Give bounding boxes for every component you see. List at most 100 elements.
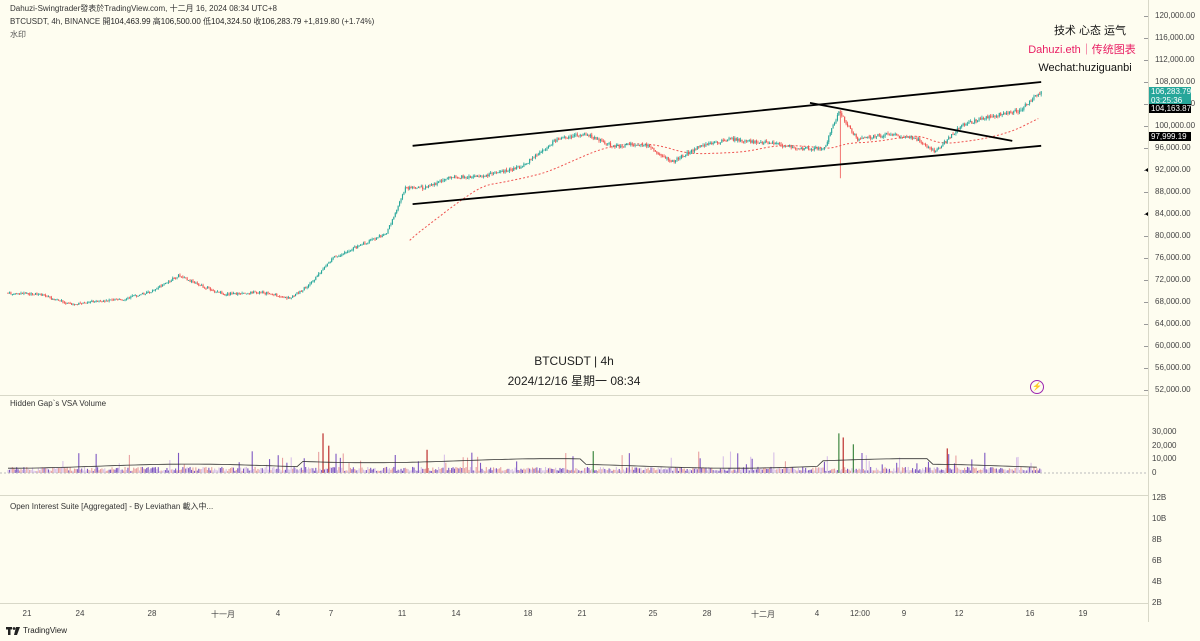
volume-bar (711, 467, 713, 473)
volume-bar (189, 466, 191, 473)
candle-body (251, 291, 253, 294)
volume-bar (198, 468, 200, 473)
candle-body (615, 145, 617, 148)
candle-body (948, 137, 950, 140)
candle-body (998, 113, 1000, 117)
candle-body (777, 143, 779, 144)
candle-body (308, 285, 310, 288)
volume-bar (777, 467, 779, 473)
candle-body (47, 296, 50, 298)
candle-body (13, 294, 15, 295)
volume-bar (277, 455, 279, 473)
volume-indicator-title[interactable]: Hidden Gap`s VSA Volume (10, 399, 107, 408)
candle-body (663, 155, 665, 158)
candle-body (997, 115, 999, 117)
candle-body (1001, 114, 1003, 116)
candle-body (10, 292, 12, 295)
candle-body (770, 143, 772, 144)
candle-body (225, 294, 227, 296)
symbol-label[interactable]: BTCUSDT, 4h, BINANCE (10, 17, 101, 26)
volume-bar (977, 470, 979, 473)
candle-body (566, 137, 568, 139)
lightning-icon[interactable]: ⚡ (1030, 380, 1044, 394)
volume-bar (517, 470, 519, 473)
candle-body (930, 147, 932, 150)
volume-bar (920, 470, 922, 473)
candle-body (273, 294, 275, 296)
candle-body (131, 295, 133, 297)
candle-body (952, 134, 954, 135)
candle-body (867, 136, 869, 138)
candle-body (825, 145, 827, 148)
candle-body (549, 145, 551, 147)
price-axis-tick (1144, 126, 1148, 127)
price-axis-label: 68,000.00 (1155, 297, 1191, 306)
candle-body (227, 293, 229, 295)
volume-bar (582, 470, 584, 473)
volume-bar (445, 462, 447, 473)
volume-bar (1039, 468, 1041, 473)
candle-body (823, 147, 825, 149)
candle-body (936, 148, 938, 151)
candle-body (374, 238, 376, 240)
close-label: 收 (253, 17, 262, 26)
candle-body (293, 295, 295, 297)
chart-canvas[interactable] (0, 0, 1148, 622)
candle-body (625, 143, 628, 145)
candle-body (669, 159, 671, 162)
volume-bar (978, 469, 980, 473)
candle-body (244, 292, 246, 294)
candle-body (215, 291, 217, 293)
volume-bar (818, 467, 820, 473)
volume-bar (807, 470, 810, 473)
candle-body (654, 150, 656, 152)
volume-bar (943, 470, 945, 473)
candle-body (724, 140, 726, 142)
volume-bar (422, 468, 424, 473)
pane-divider[interactable] (0, 395, 1148, 396)
volume-bar (206, 469, 208, 473)
volume-bar (75, 468, 77, 473)
candle-body (508, 168, 510, 172)
candle-body (569, 136, 571, 138)
candle-body (708, 143, 710, 145)
volume-bar (933, 467, 935, 473)
volume-bar (248, 470, 250, 473)
volume-bar (656, 469, 658, 473)
tradingview-footer[interactable]: TradingView (6, 626, 67, 635)
candle-body (163, 284, 165, 285)
volume-bar (709, 468, 711, 473)
candle-body (807, 147, 810, 150)
candle-body (667, 157, 669, 160)
pane-divider[interactable] (0, 495, 1148, 496)
volume-bar (175, 468, 177, 473)
candle-body (766, 141, 768, 143)
volume-bar (156, 469, 158, 473)
candle-body (504, 169, 506, 173)
candle-body (894, 133, 896, 135)
volume-bar (568, 469, 570, 473)
candle-body (195, 282, 197, 284)
volume-bar (770, 466, 772, 473)
volume-bar (597, 470, 599, 473)
volume-bar (912, 468, 914, 473)
candle-body (680, 155, 682, 158)
volume-bar (959, 469, 961, 473)
oi-indicator-title[interactable]: Open Interest Suite [Aggregated] - By Le… (10, 502, 214, 511)
time-axis-label: 19 (1078, 609, 1088, 618)
candle-body (712, 142, 714, 145)
candle-body (722, 139, 724, 141)
volume-bar (381, 469, 383, 473)
volume-bar (507, 468, 509, 473)
candle-body (21, 293, 23, 294)
volume-bar (971, 459, 973, 473)
volume-bar (748, 470, 750, 473)
candle-body (138, 295, 141, 296)
volume-bar (354, 469, 356, 473)
candle-body (30, 293, 32, 295)
candle-body (675, 160, 677, 163)
candle-body (72, 304, 74, 305)
candle-body (404, 187, 406, 193)
volume-bar (779, 468, 781, 473)
volume-bar (664, 468, 667, 473)
